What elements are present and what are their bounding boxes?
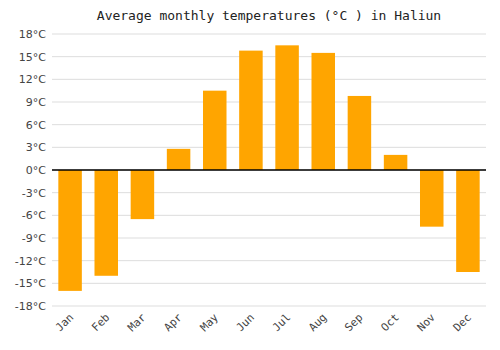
grid-line [52,306,486,307]
grid-line [52,56,486,57]
y-tick-label: -3°C [22,187,46,200]
y-axis: -18°C -15°C -12°C -9°C -6°C -3°C 0°C 3°C 6°C 9°C 1… [15,28,486,313]
x-axis: Jan Feb Mar Apr May Jun Jul Aug Sep Oct Nov Dec [53,311,474,335]
grid-line [52,102,486,103]
title: Average monthly temperatures (°C ) in Ha… [97,8,441,23]
y-tick-label: -12°C [15,255,46,268]
bar [58,170,82,291]
x-tick-label: Nov [415,311,439,335]
y-tick-label: -15°C [15,277,46,290]
chart: Average monthly temperatures (°C ) in Ha… [0,0,500,350]
bar [94,170,118,276]
grid-line [52,79,486,80]
grid-line [52,124,486,125]
x-tick-label: Aug [306,311,329,334]
bars [58,45,479,291]
bar [167,149,191,170]
bar [384,155,408,170]
x-tick-label: Jun [234,311,257,334]
x-tick-label: Dec [451,311,474,334]
x-tick-label: Sep [342,311,365,334]
bar [131,170,155,219]
x-tick-label: Jan [53,311,76,334]
background [0,0,500,350]
y-tick-label: 18°C [19,28,46,41]
x-tick-label: Mar [125,311,149,335]
x-tick-label: Feb [89,311,112,334]
y-tick-label: 3°C [26,141,46,154]
y-tick-label: -9°C [22,232,46,245]
bar [203,91,227,170]
bar [239,51,263,170]
grid-line [52,283,486,284]
y-tick-label: -18°C [15,300,46,313]
y-tick-label: 9°C [26,96,46,109]
bar [311,53,335,170]
y-tick-label: 15°C [19,51,46,64]
x-tick-label: Oct [378,311,401,334]
grid-line [52,34,486,35]
bar [420,170,444,227]
x-tick-label: May [198,311,222,335]
bar [348,96,372,170]
bar [275,45,299,170]
y-tick-label: 0°C [26,164,46,177]
grid-line [52,170,486,171]
y-tick-label: 12°C [19,73,46,86]
y-tick-label: -6°C [22,209,46,222]
x-tick-label: Jul [270,311,293,334]
y-tick-label: 6°C [26,119,46,132]
bar [456,170,480,272]
x-tick-label: Apr [161,311,185,335]
zero-line [52,169,486,171]
grid-line [52,147,486,148]
